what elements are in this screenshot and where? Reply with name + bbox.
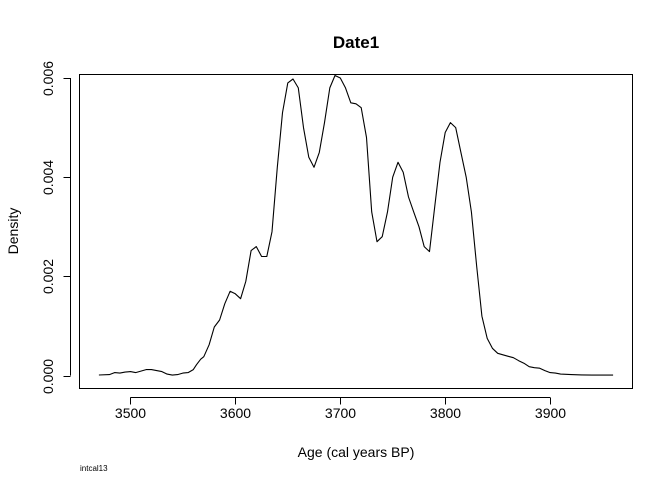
y-tick-label: 0.002 xyxy=(40,259,56,294)
x-tick-label: 3900 xyxy=(535,405,566,421)
x-axis: 3500 3600 3700 3800 3900 xyxy=(115,397,566,421)
density-curve xyxy=(98,74,614,376)
x-axis-label: Age (cal years BP) xyxy=(298,444,415,460)
y-axis-label: Density xyxy=(5,208,21,255)
y-tick-label: 0.004 xyxy=(40,160,56,195)
x-tick-label: 3800 xyxy=(430,405,461,421)
y-axis: 0.000 0.002 0.004 0.006 xyxy=(40,61,71,394)
chart-title: Date1 xyxy=(333,33,379,52)
y-tick-label: 0.000 xyxy=(40,359,56,394)
x-tick-label: 3500 xyxy=(115,405,146,421)
x-tick-label: 3600 xyxy=(220,405,251,421)
plot-frame xyxy=(79,74,633,389)
calibration-curve-label: intcal13 xyxy=(80,464,108,473)
x-tick-label: 3700 xyxy=(325,405,356,421)
y-tick-label: 0.006 xyxy=(40,61,56,96)
